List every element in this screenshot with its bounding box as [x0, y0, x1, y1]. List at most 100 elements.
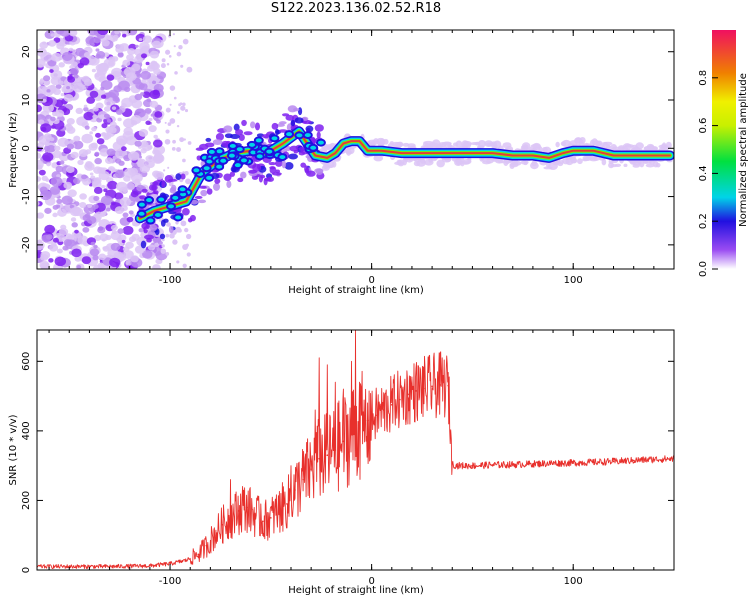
spectral-blob [132, 222, 137, 227]
spectral-blob [60, 224, 67, 230]
spectral-blob [169, 85, 176, 91]
spectral-blob [166, 223, 170, 227]
x-tick-label: -100 [159, 576, 182, 587]
spectral-blob [176, 51, 182, 57]
spectral-blob [306, 170, 316, 177]
spectral-blob [184, 227, 189, 233]
ridge-spot [166, 202, 177, 211]
spectral-blob [123, 168, 136, 178]
spectral-blob [274, 128, 280, 136]
spectral-blob [89, 90, 99, 98]
ridge-spot [226, 151, 237, 160]
spectral-blob [484, 140, 494, 148]
ridge-spot [177, 185, 188, 194]
y-tick-label: 20 [21, 45, 32, 58]
spectral-scatter [37, 30, 674, 269]
spectral-blob [162, 238, 165, 242]
spectral-blob [82, 226, 90, 233]
spectral-blob [523, 161, 528, 166]
spectral-blob [148, 117, 153, 122]
ridge-spot [302, 131, 313, 140]
snr-point [653, 458, 655, 461]
spectral-blob [77, 62, 85, 69]
spectral-blob [122, 212, 129, 218]
spectral-blob [56, 248, 63, 254]
spectral-blob [149, 50, 160, 59]
snr-point [399, 398, 401, 401]
spectral-blob [172, 33, 175, 36]
spectral-blob [315, 168, 324, 176]
spectral-blob [130, 115, 142, 125]
spectral-blob [42, 152, 54, 162]
spectral-blob [51, 125, 56, 129]
spectral-blob [241, 119, 247, 127]
spectral-blob [40, 254, 49, 261]
snr-point [237, 510, 240, 512]
spectral-blob [184, 109, 189, 113]
ridge-spot [277, 153, 288, 162]
y-tick-label: 0 [21, 567, 32, 573]
spectral-blob [37, 240, 45, 251]
spectral-blob [141, 78, 147, 84]
spectral-blob [153, 68, 161, 75]
y-tick-label: -10 [21, 188, 32, 204]
spectral-blob [130, 255, 139, 263]
spectral-blob [46, 234, 53, 240]
spectral-blob [118, 254, 127, 261]
spectral-blob [293, 108, 300, 112]
spectral-blob [49, 69, 54, 73]
spectral-blob [155, 119, 161, 124]
ridge-spot [170, 193, 181, 202]
spectral-blob [599, 157, 606, 161]
spectral-blob [624, 144, 634, 148]
snr-point [261, 520, 264, 523]
spectral-blob [121, 97, 134, 108]
snr-panel: -100 0 100 0 200 400 600 Height of straight l… [8, 329, 675, 596]
snr-point [407, 393, 409, 396]
spectral-blob [61, 195, 73, 205]
spectral-blob [61, 51, 73, 61]
spectral-blob [72, 49, 77, 53]
spectral-blob [111, 229, 117, 235]
spectral-blob [46, 162, 51, 167]
ridge-spot [269, 134, 280, 143]
x-tick-label: 0 [368, 576, 374, 587]
spectral-blob [198, 185, 207, 189]
spectral-blob [91, 43, 95, 47]
spectral-blob [140, 53, 147, 59]
spectral-blob [37, 176, 42, 182]
spectrogram-x-ticks: -100 0 100 [48, 30, 675, 286]
ridge-spot [264, 147, 275, 156]
spectral-blob [548, 162, 558, 171]
y-tick-label: 0 [21, 145, 32, 151]
spectral-blob [93, 37, 101, 44]
spectral-blob [144, 107, 152, 114]
spectral-blob [98, 170, 110, 181]
spectral-blob [105, 207, 111, 212]
spectral-blob [37, 165, 43, 170]
spectral-blob [52, 212, 58, 218]
spectral-blob [38, 169, 46, 176]
spectral-blob [165, 129, 170, 134]
spectral-blob [233, 123, 240, 131]
spectral-blob [263, 178, 268, 186]
spectral-blob [140, 70, 151, 80]
spectrogram-frame [36, 29, 675, 270]
spectral-blob [108, 56, 116, 62]
spectral-blob [77, 235, 89, 245]
spectral-blob [177, 228, 182, 233]
spectral-blob [71, 222, 78, 228]
spectral-blob [153, 144, 166, 155]
spectral-blob [184, 170, 189, 176]
spectral-blob [223, 125, 233, 133]
snr-point [334, 449, 337, 451]
x-tick-label: 100 [564, 576, 583, 587]
spectral-blob [661, 142, 667, 149]
spectral-blob [161, 244, 165, 248]
spectral-blob [127, 48, 136, 56]
spectral-blob [485, 158, 494, 164]
spectral-blob [128, 210, 134, 215]
spectral-blob [77, 159, 84, 166]
spectral-blob [81, 75, 90, 83]
spectral-blob [243, 131, 253, 136]
